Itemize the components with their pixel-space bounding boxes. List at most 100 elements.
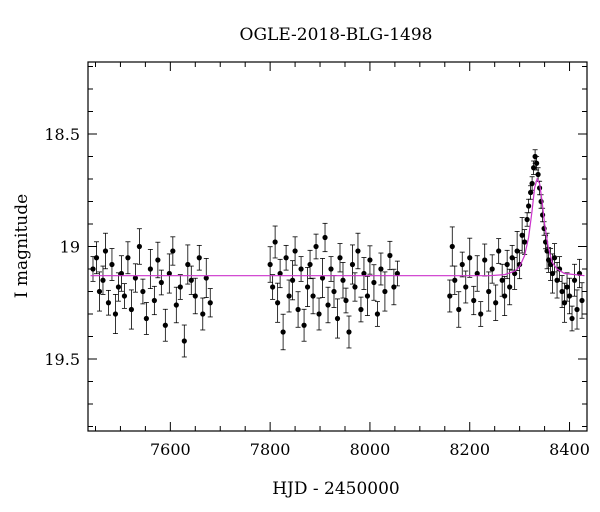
data-point	[132, 275, 139, 281]
plot-frame	[87, 61, 588, 432]
data-point	[382, 288, 388, 295]
data-point	[267, 261, 273, 268]
data-point	[155, 257, 161, 263]
chart-title: OGLE-2018-BLG-1498	[240, 25, 433, 45]
data-point	[355, 248, 361, 254]
data-point	[554, 277, 560, 283]
data-point	[140, 288, 146, 295]
data-point	[474, 270, 480, 277]
data-point	[509, 255, 515, 261]
x-axis-label: HJD - 2450000	[272, 479, 400, 499]
data-point	[200, 311, 206, 317]
data-point	[532, 153, 538, 160]
data-point	[547, 261, 554, 268]
data-point	[456, 306, 462, 313]
data-point	[535, 171, 541, 178]
data-point	[561, 300, 568, 306]
data-points	[90, 153, 585, 344]
data-point	[105, 300, 112, 306]
data-point	[283, 255, 289, 261]
data-point	[367, 257, 373, 263]
data-point	[196, 255, 202, 261]
data-point	[449, 243, 455, 250]
data-point	[478, 311, 484, 317]
data-point	[275, 300, 281, 306]
data-point	[387, 252, 393, 259]
data-point	[482, 257, 488, 263]
data-point	[270, 284, 276, 290]
data-point	[286, 293, 292, 299]
data-point	[569, 315, 575, 322]
data-point	[170, 248, 176, 254]
data-point	[112, 311, 119, 317]
data-point	[514, 248, 520, 254]
data-point	[566, 293, 573, 299]
x-tick-label: 7800	[250, 440, 291, 459]
data-point	[534, 160, 540, 166]
data-point	[207, 300, 213, 306]
data-point	[471, 297, 477, 304]
data-point	[489, 266, 495, 272]
data-point	[507, 284, 513, 290]
data-point	[374, 311, 381, 317]
y-tick-label: 19	[60, 238, 80, 257]
data-point	[307, 261, 313, 268]
data-point	[185, 261, 191, 268]
data-point	[574, 306, 580, 313]
data-point	[549, 270, 556, 277]
data-point	[280, 329, 286, 335]
data-point	[96, 288, 103, 295]
y-tick-label: 18.5	[44, 125, 80, 144]
data-point	[143, 315, 149, 322]
data-point	[337, 255, 343, 261]
model-curve	[90, 177, 585, 277]
data-point	[310, 293, 316, 299]
data-point	[504, 261, 510, 268]
data-point	[173, 302, 179, 308]
data-point	[331, 288, 337, 295]
data-point	[109, 261, 115, 268]
data-point	[486, 288, 492, 295]
data-point	[452, 277, 458, 283]
x-tick-label: 7600	[150, 440, 191, 459]
data-point	[519, 232, 525, 238]
data-point	[128, 306, 135, 313]
data-point	[125, 255, 131, 261]
data-point	[319, 275, 326, 281]
data-point	[289, 277, 296, 283]
data-point	[295, 306, 301, 313]
x-tick-label: 8200	[449, 440, 490, 459]
data-point	[526, 203, 532, 209]
data-point	[564, 284, 570, 290]
data-point	[531, 165, 537, 171]
data-point	[277, 270, 283, 277]
data-point	[328, 266, 334, 272]
data-point	[325, 302, 331, 308]
data-point	[364, 293, 371, 299]
data-point	[93, 255, 100, 261]
data-point	[539, 212, 546, 218]
data-point	[343, 297, 349, 304]
data-point	[272, 239, 278, 245]
data-point	[378, 266, 384, 272]
data-point	[463, 284, 469, 290]
data-point	[340, 277, 346, 283]
data-point	[301, 322, 307, 328]
data-point	[394, 270, 400, 277]
data-point	[292, 248, 298, 254]
data-point	[334, 315, 341, 322]
data-point	[136, 243, 142, 250]
y-tick-label: 19.5	[44, 350, 80, 369]
data-point	[181, 338, 187, 344]
data-point	[192, 293, 198, 299]
data-point	[358, 306, 364, 313]
data-point	[162, 322, 168, 328]
data-point	[447, 293, 453, 299]
axis-ticks	[88, 62, 587, 431]
data-point	[177, 284, 183, 290]
data-point	[361, 270, 367, 277]
data-point	[352, 284, 358, 290]
data-point	[298, 266, 304, 272]
tick-labels: 7600 7800 8000 8200 8400 18.5 19 19.5	[44, 125, 590, 459]
